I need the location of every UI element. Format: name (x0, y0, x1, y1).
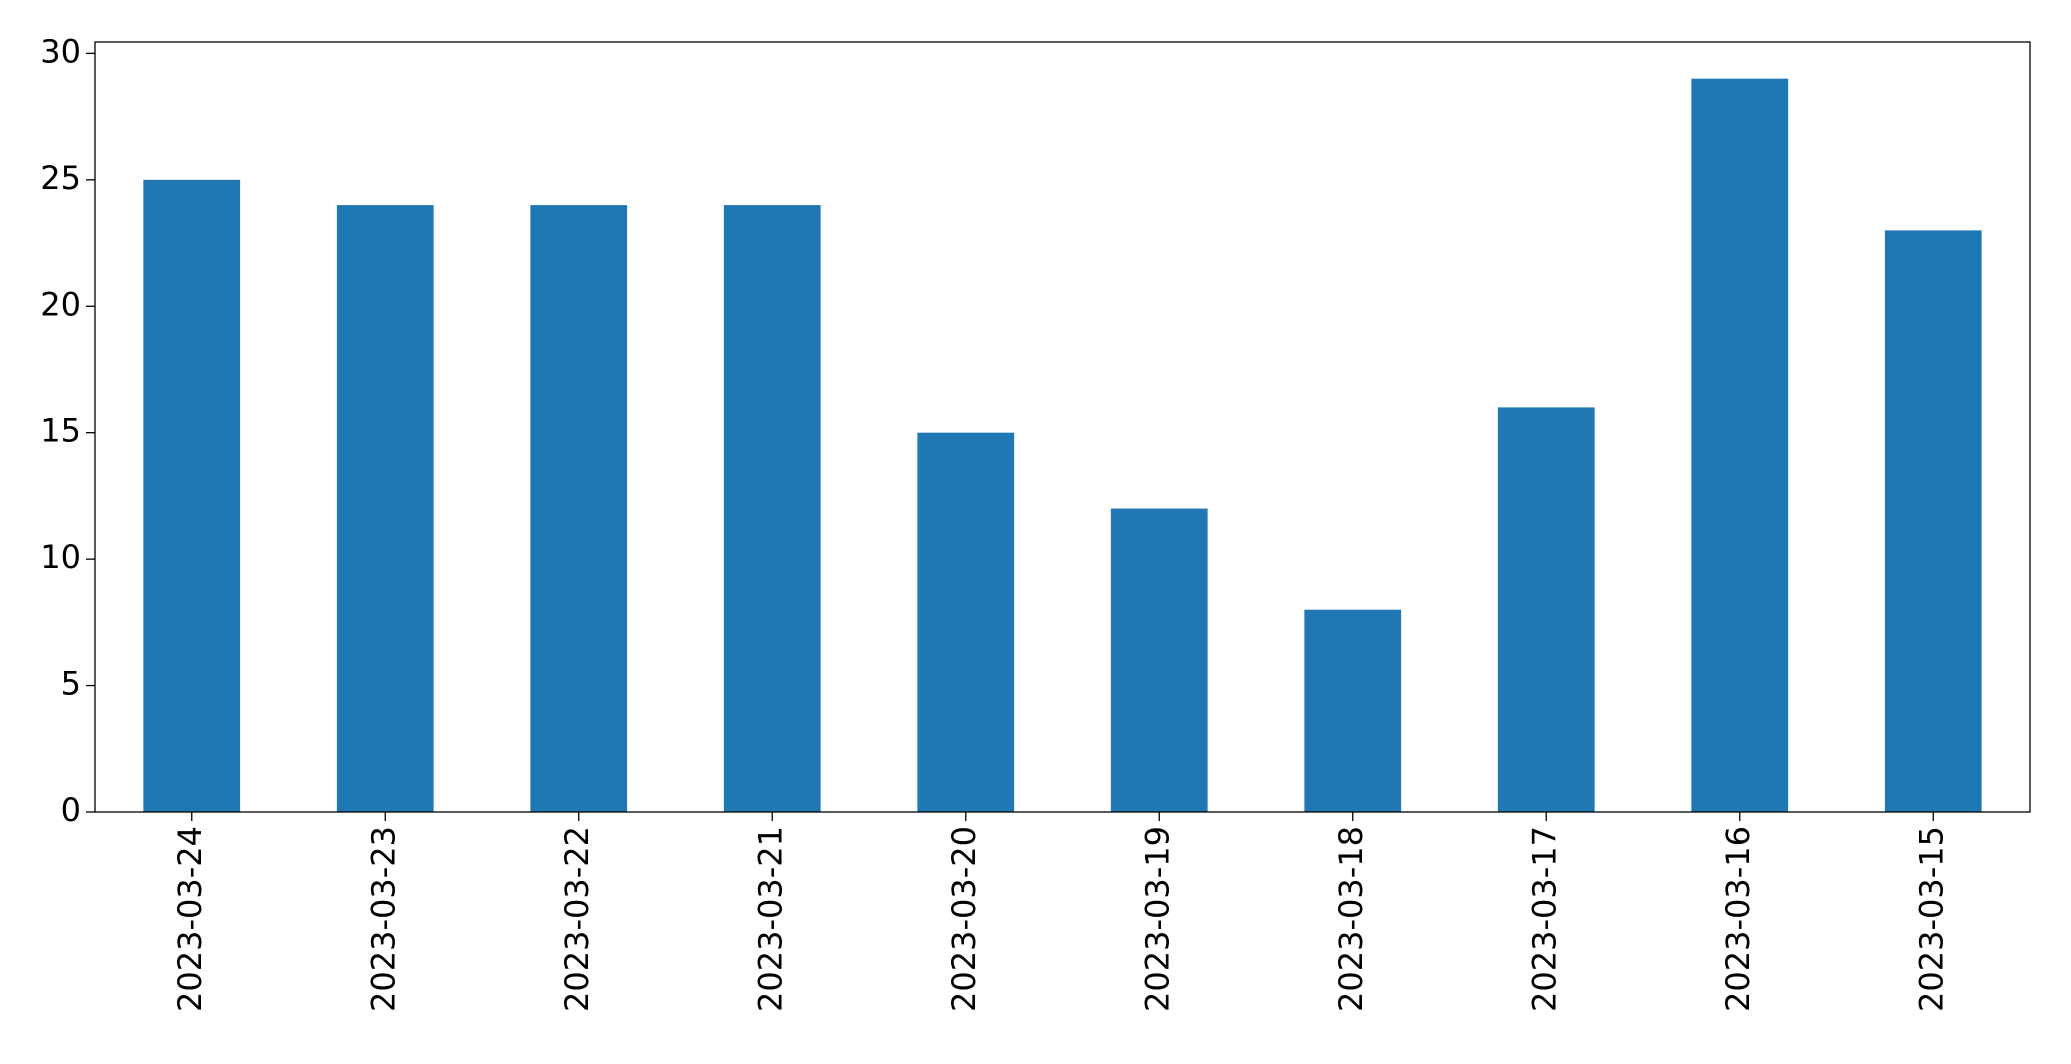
x-tick-label: 2023-03-17 (1525, 826, 1563, 1012)
x-tick-label: 2023-03-15 (1912, 826, 1950, 1012)
y-tick-label: 25 (40, 159, 81, 197)
x-tick-label: 2023-03-23 (364, 826, 402, 1012)
x-tick-label: 2023-03-22 (558, 826, 596, 1012)
bar (723, 205, 821, 812)
bar (1691, 78, 1789, 812)
x-tick-label: 2023-03-20 (945, 826, 983, 1012)
bar (143, 179, 241, 812)
axes-frame (94, 41, 2031, 813)
y-tick-label: 0 (61, 791, 81, 829)
bar (917, 432, 1015, 812)
y-tick-label: 30 (40, 32, 81, 70)
y-tick-label: 10 (40, 538, 81, 576)
y-tick-label: 15 (40, 412, 81, 450)
bar (1110, 508, 1208, 812)
bar (1884, 230, 1982, 812)
bar (1497, 407, 1595, 812)
y-tick-label: 20 (40, 285, 81, 323)
x-tick-label: 2023-03-18 (1332, 826, 1370, 1012)
x-tick-label: 2023-03-24 (171, 826, 209, 1012)
y-tick-label: 5 (61, 665, 81, 703)
x-tick-label: 2023-03-16 (1719, 826, 1757, 1012)
bar (1304, 609, 1402, 812)
bar (530, 205, 628, 812)
x-tick-label: 2023-03-19 (1138, 826, 1176, 1012)
bar (336, 205, 434, 812)
x-tick-label: 2023-03-21 (751, 826, 789, 1012)
